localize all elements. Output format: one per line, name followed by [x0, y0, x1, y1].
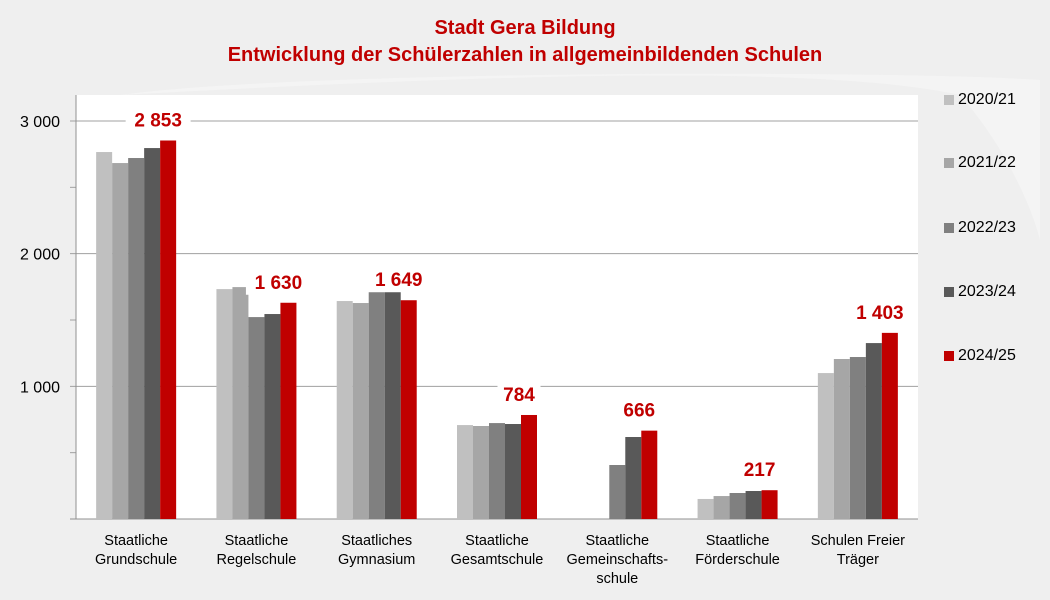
data-label-bg	[497, 382, 541, 407]
bar-2023-24-5	[745, 491, 762, 519]
data-label: 666	[623, 401, 655, 422]
bar-2020-21-5	[697, 498, 714, 519]
bar-2022-23-1	[248, 317, 265, 519]
data-label: 784	[503, 385, 535, 406]
bar-2020-21-6	[817, 373, 834, 519]
bar-2024-25-2	[400, 300, 417, 519]
legend-item: 2022/23	[944, 218, 1050, 238]
legend-label: 2020/21	[958, 91, 1016, 108]
y-tick-label: 1 000	[20, 379, 60, 396]
legend-swatch	[944, 95, 954, 105]
bar-2021-22-0	[112, 163, 129, 519]
data-label-bg	[366, 268, 432, 293]
bar-2024-25-3	[521, 414, 537, 519]
x-tick-label: schule	[596, 571, 638, 587]
bar-2023-24-4	[625, 437, 642, 519]
bar-2024-25-4	[641, 430, 658, 519]
data-label: 1 649	[375, 270, 423, 291]
legend-swatch	[944, 351, 954, 361]
data-label-bg	[847, 300, 913, 325]
x-tick-label: Träger	[837, 552, 879, 568]
legend-item: 2021/22	[944, 153, 1050, 173]
y-tick-label: 3 000	[20, 114, 60, 131]
data-label-bg	[617, 398, 661, 423]
bar-2020-21-1	[216, 289, 233, 519]
bar-2022-23-5	[729, 492, 746, 519]
x-tick-label: Grundschule	[95, 552, 177, 568]
data-label-bg	[125, 108, 191, 133]
x-tick-label: Gemeinschafts-	[567, 552, 669, 568]
legend-label: 2021/22	[958, 154, 1016, 171]
bar-2022-23-4	[609, 465, 626, 519]
bar-2020-21-2	[336, 301, 353, 519]
x-tick-label: Gesamtschule	[451, 552, 544, 568]
legend-label: 2023/24	[958, 283, 1016, 300]
data-label: 217	[744, 460, 776, 481]
bar-2023-24-2	[384, 291, 401, 519]
x-tick-label: Regelschule	[217, 552, 297, 568]
x-tick-label: Schulen Freier	[811, 533, 905, 549]
bar-2023-24-1	[264, 314, 281, 519]
bar-2024-25-0	[160, 140, 177, 519]
bar-2020-21-3	[457, 425, 473, 519]
bar-2022-23-2	[368, 287, 385, 519]
data-label-bg	[245, 270, 311, 295]
legend-label: 2022/23	[958, 219, 1016, 236]
x-tick-label: Staatliche	[706, 533, 770, 549]
x-tick-label: Staatliche	[585, 533, 649, 549]
bar-2024-25-6	[881, 332, 898, 519]
legend-swatch	[944, 223, 954, 233]
legend-swatch	[944, 287, 954, 297]
data-label: 1 630	[255, 273, 303, 294]
x-tick-label: Staatliche	[104, 533, 168, 549]
bar-2021-22-3	[473, 426, 489, 519]
legend-item: 2024/25	[944, 346, 1050, 366]
x-tick-label: Gymnasium	[338, 552, 415, 568]
data-label-bg	[738, 458, 782, 483]
data-label: 2 853	[134, 111, 182, 132]
bar-2023-24-6	[865, 343, 882, 519]
x-tick-label: Staatliche	[465, 533, 529, 549]
bar-2021-22-6	[833, 359, 850, 519]
bar-2024-25-1	[280, 302, 297, 519]
bar-2021-22-1	[232, 287, 249, 519]
bar-2022-23-3	[489, 423, 505, 519]
legend-item: 2020/21	[944, 90, 1050, 110]
chart-title-line2: Entwicklung der Schülerzahlen in allgeme…	[227, 44, 823, 66]
y-tick-label: 2 000	[20, 247, 60, 264]
data-label: 1 403	[856, 303, 904, 324]
bar-2022-23-6	[849, 357, 866, 519]
bar-2022-23-0	[128, 158, 145, 519]
bar-2024-25-5	[761, 490, 778, 519]
x-tick-label: Staatliche	[225, 533, 289, 549]
legend-item: 2023/24	[944, 282, 1050, 302]
bar-2023-24-0	[144, 148, 161, 519]
bar-2020-21-0	[96, 152, 113, 519]
legend-swatch	[944, 158, 954, 168]
legend-label: 2024/25	[958, 347, 1016, 364]
bar-2023-24-3	[505, 424, 521, 519]
x-tick-label: Förderschule	[695, 552, 780, 568]
bar-2021-22-2	[352, 303, 369, 519]
bar-2021-22-5	[713, 496, 730, 519]
chart-title-line1: Stadt Gera Bildung	[434, 17, 616, 39]
x-tick-label: Staatliches	[341, 533, 412, 549]
